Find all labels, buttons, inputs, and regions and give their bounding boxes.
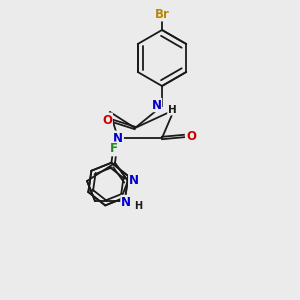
- Text: O: O: [186, 130, 196, 142]
- Text: Br: Br: [154, 8, 169, 20]
- Text: N: N: [129, 175, 139, 188]
- Text: N: N: [113, 131, 123, 145]
- Text: H: H: [134, 201, 142, 211]
- Text: F: F: [110, 142, 117, 155]
- Text: H: H: [168, 105, 176, 115]
- Text: O: O: [102, 113, 112, 127]
- Text: N: N: [152, 98, 161, 112]
- Text: N: N: [121, 196, 131, 208]
